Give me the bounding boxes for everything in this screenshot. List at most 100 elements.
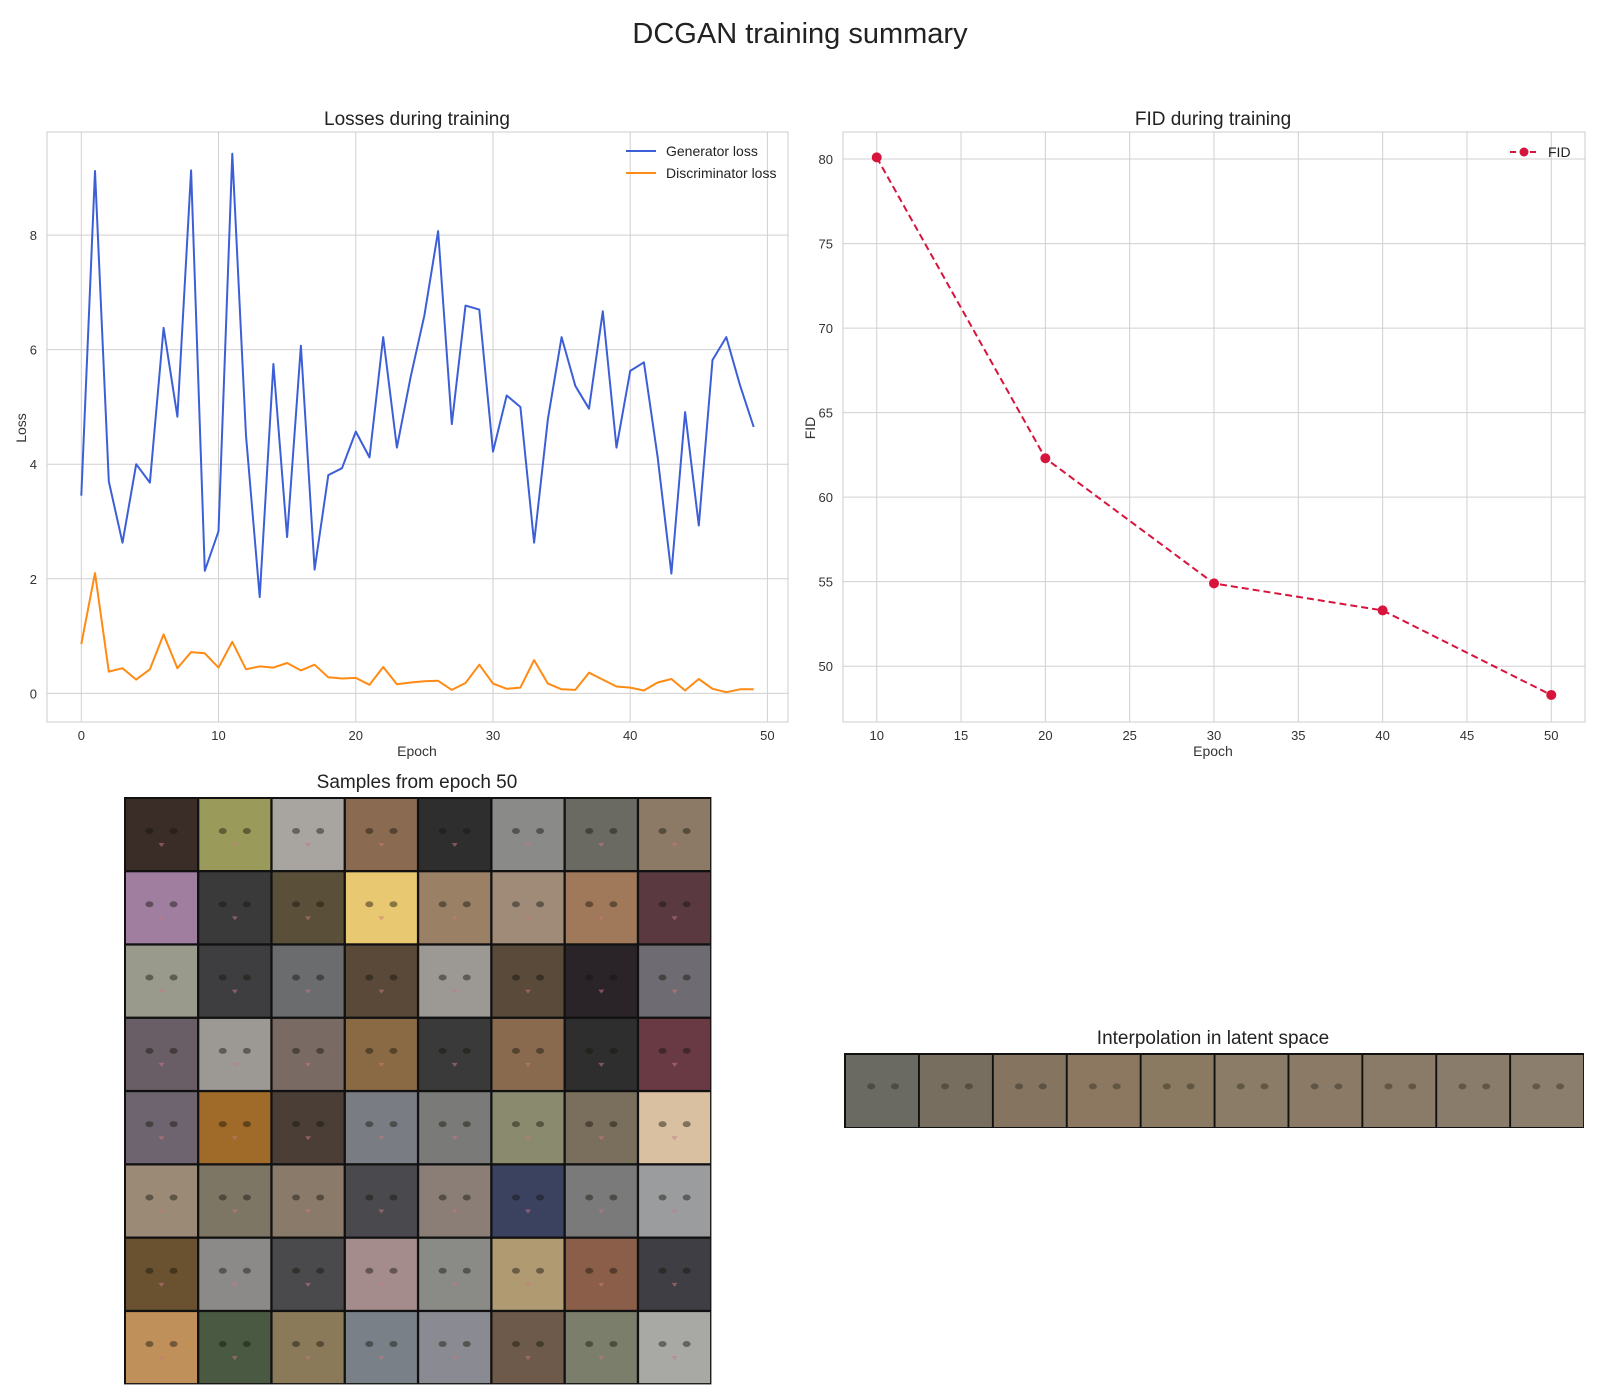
sample-image bbox=[126, 1238, 197, 1310]
sample-eye bbox=[316, 1047, 325, 1054]
sample-eye bbox=[682, 827, 691, 834]
sample-eye bbox=[536, 974, 545, 981]
sample-eye bbox=[438, 901, 447, 908]
sample-eye bbox=[462, 901, 471, 908]
sample-image bbox=[272, 872, 344, 944]
sample-nose bbox=[598, 1136, 605, 1141]
sample-nose bbox=[525, 1136, 531, 1141]
sample-eye bbox=[316, 1267, 325, 1274]
sample-image bbox=[272, 1312, 344, 1384]
sample-eye bbox=[536, 1341, 545, 1348]
sample-eye bbox=[609, 1047, 618, 1054]
x-tick-label: 50 bbox=[760, 728, 774, 743]
y-tick-label: 65 bbox=[819, 406, 833, 421]
sample-eye bbox=[511, 1121, 520, 1128]
sample-image bbox=[565, 945, 637, 1017]
sample-eye bbox=[511, 1194, 520, 1201]
sample-image bbox=[419, 799, 491, 870]
y-tick-label: 6 bbox=[30, 343, 37, 358]
sample-image bbox=[345, 1018, 417, 1090]
samples-panel: Samples from epoch 50 bbox=[124, 772, 712, 1385]
sample-image bbox=[272, 1092, 344, 1164]
sample-eye bbox=[389, 901, 398, 908]
sample-eye bbox=[389, 1194, 398, 1201]
frame-eye bbox=[1482, 1083, 1491, 1090]
loss-plot-frame bbox=[46, 131, 789, 723]
sample-eye bbox=[585, 974, 594, 981]
sample-eye bbox=[145, 1047, 154, 1054]
x-tick-label: 40 bbox=[1375, 728, 1389, 743]
sample-eye bbox=[682, 1047, 691, 1054]
sample-image bbox=[199, 1092, 271, 1164]
sample-nose bbox=[525, 989, 531, 994]
sample-eye bbox=[438, 1194, 447, 1201]
sample-nose bbox=[598, 1356, 605, 1361]
sample-eye bbox=[682, 1341, 691, 1348]
sample-eye bbox=[658, 1047, 667, 1054]
sample-image bbox=[199, 1238, 271, 1310]
sample-nose bbox=[305, 843, 312, 848]
sample-eye bbox=[389, 1121, 398, 1128]
sample-eye bbox=[145, 827, 154, 834]
sample-eye bbox=[462, 1121, 471, 1128]
interpolation-frame bbox=[993, 1055, 1066, 1127]
sample-eye bbox=[536, 901, 545, 908]
sample-nose bbox=[671, 1136, 678, 1141]
y-tick-label: 4 bbox=[30, 457, 37, 472]
sample-nose bbox=[525, 843, 531, 848]
sample-eye bbox=[218, 1194, 227, 1201]
sample-image bbox=[419, 872, 491, 944]
sample-eye bbox=[365, 827, 374, 834]
interpolation-panel: Interpolation in latent space bbox=[844, 1028, 1584, 1128]
x-tick-label: 25 bbox=[1122, 728, 1136, 743]
sample-eye bbox=[169, 1121, 178, 1128]
y-tick-label: 0 bbox=[30, 686, 37, 701]
sample-eye bbox=[365, 1267, 374, 1274]
sample-image bbox=[272, 799, 344, 870]
sample-eye bbox=[316, 827, 325, 834]
sample-eye bbox=[218, 1047, 227, 1054]
sample-eye bbox=[462, 1267, 471, 1274]
sample-eye bbox=[536, 1267, 545, 1274]
sample-eye bbox=[292, 1047, 301, 1054]
sample-nose bbox=[451, 843, 458, 848]
sample-eye bbox=[169, 974, 178, 981]
sample-eye bbox=[658, 901, 667, 908]
sample-image bbox=[199, 945, 271, 1017]
sample-eye bbox=[292, 827, 301, 834]
sample-image bbox=[639, 1018, 711, 1090]
sample-image bbox=[492, 1238, 564, 1310]
sample-eye bbox=[365, 1121, 374, 1128]
series-line-0 bbox=[80, 152, 755, 599]
sample-nose bbox=[378, 1282, 385, 1287]
interpolation-frame bbox=[1215, 1055, 1288, 1127]
sample-nose bbox=[671, 1356, 678, 1361]
sample-nose bbox=[158, 1282, 165, 1287]
sample-eye bbox=[462, 974, 471, 981]
fid-plot-frame bbox=[842, 131, 1586, 723]
sample-eye bbox=[536, 1194, 545, 1201]
sample-eye bbox=[658, 1194, 667, 1201]
sample-eye bbox=[242, 1047, 251, 1054]
data-point bbox=[1377, 605, 1388, 616]
sample-nose bbox=[378, 989, 385, 994]
sample-eye bbox=[511, 1267, 520, 1274]
sample-nose bbox=[598, 1209, 605, 1214]
sample-nose bbox=[378, 1209, 385, 1214]
sample-eye bbox=[438, 827, 447, 834]
sample-eye bbox=[169, 1267, 178, 1274]
fid-ylabel: FID bbox=[802, 417, 818, 440]
sample-eye bbox=[242, 1341, 251, 1348]
sample-image bbox=[639, 872, 711, 944]
y-tick-label: 80 bbox=[819, 152, 833, 167]
sample-nose bbox=[598, 843, 605, 848]
sample-eye bbox=[316, 974, 325, 981]
x-tick-label: 30 bbox=[486, 728, 500, 743]
sample-eye bbox=[511, 827, 520, 834]
sample-nose bbox=[671, 1062, 678, 1067]
sample-nose bbox=[158, 916, 165, 921]
sample-eye bbox=[169, 901, 178, 908]
sample-image bbox=[199, 1165, 271, 1237]
sample-image bbox=[345, 1312, 417, 1384]
sample-nose bbox=[598, 989, 605, 994]
